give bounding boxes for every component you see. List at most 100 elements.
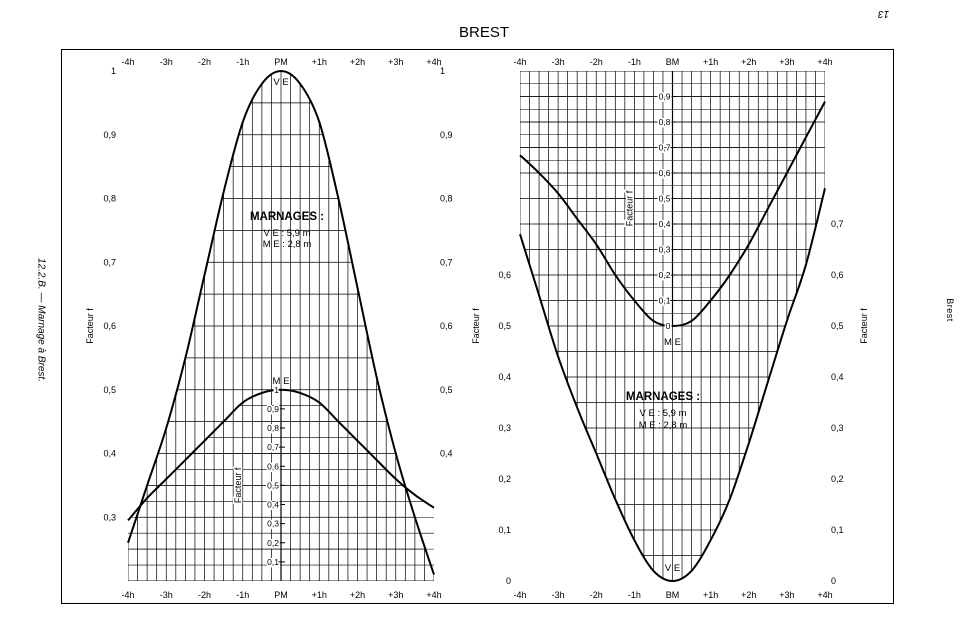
inner-axis-tick-label: 0,9 (267, 404, 279, 414)
y-tick-label-left: 0,3 (498, 423, 511, 433)
inner-axis-tick-label: 0,6 (659, 168, 671, 178)
x-tick-label-bottom: +2h (350, 590, 365, 600)
y-tick-label-right: 0,6 (440, 321, 453, 331)
x-tick-label-bottom: -3h (160, 590, 173, 600)
x-tick-label-top: PM (274, 57, 288, 67)
chart-pleine-mer: -4h -4h -3h -3h -2h -2h -1h -1h PM PM +1h +1h +2h +2h… (85, 57, 453, 600)
y-tick-label-right: 0,2 (831, 474, 844, 484)
marnages-ve-value: V E : 5,9 m (264, 228, 311, 239)
x-tick-label-top: -3h (160, 57, 173, 67)
x-tick-label-top: +2h (741, 57, 756, 67)
y-tick-label-right: 0,8 (440, 194, 453, 204)
marnages-me-value: M E : 2,8 m (639, 420, 688, 431)
y-tick-label-right: 0,4 (440, 449, 453, 459)
x-tick-label-bottom: -1h (628, 590, 641, 600)
inner-axis-tick-label: 0,4 (659, 219, 671, 229)
inner-axis-tick-label: 0,1 (659, 296, 671, 306)
y-tick-label-left: 0,5 (498, 321, 511, 331)
y-tick-label-left: 0,2 (498, 474, 511, 484)
y-axis-label-right: Facteur f (859, 308, 869, 344)
x-tick-label-top: +2h (350, 57, 365, 67)
y-tick-label-right: 0 (831, 576, 836, 586)
inner-axis-tick-label: 0,5 (659, 194, 671, 204)
inner-axis-tick-label: 0,7 (659, 143, 671, 153)
marnages-ve-value: V E : 5,9 m (640, 408, 687, 419)
x-tick-label-top: -4h (121, 57, 134, 67)
figure-frame (61, 49, 894, 604)
y-tick-label-left: 0,9 (103, 130, 116, 140)
y-tick-label-right: 0,7 (440, 257, 453, 267)
x-tick-label-bottom: +1h (312, 590, 327, 600)
y-tick-label-left: 0,8 (103, 194, 116, 204)
inner-axis-tick-label: 0,8 (659, 117, 671, 127)
y-tick-label-right: 0,7 (831, 219, 844, 229)
x-tick-label-top: +3h (388, 57, 403, 67)
inner-axis-tick-label: 0,7 (267, 442, 279, 452)
inner-axis-tick-label: 0,6 (267, 461, 279, 471)
inner-axis-label: Facteur f (233, 467, 243, 503)
inner-axis-tick-label: 0,8 (267, 423, 279, 433)
x-tick-label-top: -1h (236, 57, 249, 67)
ve-extremum-label: V E (665, 563, 680, 574)
x-tick-label-bottom: -2h (198, 590, 211, 600)
y-tick-label-left: 0,7 (103, 257, 116, 267)
inner-axis-tick-label: 0,2 (267, 538, 279, 548)
x-tick-label-top: -2h (590, 57, 603, 67)
marnages-title: MARNAGES : (626, 391, 700, 403)
y-tick-label-left: 0,6 (103, 321, 116, 331)
y-axis-label-left: Facteur f (471, 308, 481, 344)
x-tick-label-bottom: -3h (552, 590, 565, 600)
x-tick-label-top: -1h (628, 57, 641, 67)
x-tick-label-bottom: -4h (513, 590, 526, 600)
x-tick-label-top: BM (666, 57, 680, 67)
x-tick-label-bottom: +4h (817, 590, 832, 600)
series-ve-line (127, 69, 435, 575)
y-axis-label-left: Facteur f (85, 308, 95, 344)
x-tick-label-top: +1h (703, 57, 718, 67)
y-tick-label-right: 0,5 (831, 321, 844, 331)
inner-axis-tick-label: 1 (274, 385, 279, 395)
page-title: BREST (458, 24, 509, 41)
inner-axis-tick-label: 0,2 (659, 270, 671, 280)
y-tick-label-left: 0,4 (103, 449, 116, 459)
x-tick-label-top: -4h (513, 57, 526, 67)
ve-extremum-label: V E (273, 77, 288, 88)
inner-axis-tick-label: 0,1 (267, 557, 279, 567)
x-tick-label-bottom: +4h (426, 590, 441, 600)
inner-axis-label: Facteur f (625, 190, 635, 226)
me-extremum-label: M E (664, 337, 681, 348)
inner-axis-tick-label: 0,9 (659, 92, 671, 102)
marnages-me-value: M E : 2,8 m (263, 239, 312, 250)
inner-axis-tick-label: 0,4 (267, 500, 279, 510)
chart-basse-mer: -4h -4h -3h -3h -2h -2h -1h -1h BM BM +1h +1h +2h +2h… (471, 57, 869, 600)
x-tick-label-top: +3h (779, 57, 794, 67)
x-tick-label-top: -2h (198, 57, 211, 67)
y-tick-label-right: 1 (440, 66, 445, 76)
x-tick-label-top: +4h (426, 57, 441, 67)
x-tick-label-bottom: +2h (741, 590, 756, 600)
y-tick-label-left: 0 (506, 576, 511, 586)
marnages-title: MARNAGES : (250, 211, 324, 223)
x-tick-label-bottom: +3h (388, 590, 403, 600)
x-tick-label-bottom: -2h (590, 590, 603, 600)
x-tick-label-bottom: BM (666, 590, 680, 600)
y-tick-label-right: 0,6 (831, 270, 844, 280)
inner-axis-tick-label: 0 (666, 321, 671, 331)
y-tick-label-left: 0,4 (498, 372, 511, 382)
me-extremum-label: M E (273, 376, 290, 387)
y-tick-label-left: 0,1 (498, 525, 511, 535)
y-tick-label-left: 0,6 (498, 270, 511, 280)
x-tick-label-bottom: -4h (121, 590, 134, 600)
x-tick-label-top: +1h (312, 57, 327, 67)
y-tick-label-right: 0,1 (831, 525, 844, 535)
x-tick-label-bottom: PM (274, 590, 288, 600)
x-tick-label-top: -3h (552, 57, 565, 67)
y-tick-label-right: 0,4 (831, 372, 844, 382)
inner-axis-tick-label: 0,5 (267, 480, 279, 490)
y-tick-label-right: 0,9 (440, 130, 453, 140)
x-tick-label-bottom: -1h (236, 590, 249, 600)
inner-axis-tick-label: 0,3 (267, 519, 279, 529)
x-tick-label-bottom: +3h (779, 590, 794, 600)
inner-axis-tick-label: 0,3 (659, 245, 671, 255)
